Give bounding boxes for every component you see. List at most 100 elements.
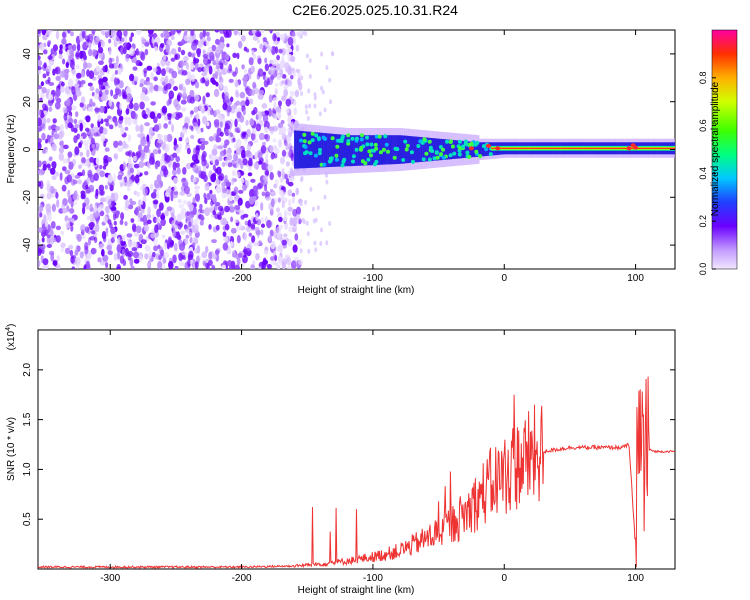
noise-speckle (248, 57, 254, 66)
noise-speckle (59, 141, 64, 148)
noise-speckle (182, 199, 188, 205)
noise-speckle (76, 72, 82, 79)
noise-speckle (256, 183, 262, 190)
noise-speckle (213, 88, 220, 98)
noise-speckle (203, 174, 208, 183)
noise-speckle (161, 105, 168, 114)
noise-speckle (115, 55, 119, 65)
noise-speckle (256, 39, 261, 44)
noise-speckle (172, 228, 177, 238)
noise-speckle (277, 170, 282, 178)
noise-speckle (127, 240, 134, 248)
noise-speckle (148, 156, 155, 165)
noise-speckle (207, 59, 212, 64)
signal-blob (354, 147, 359, 152)
noise-speckle (50, 221, 56, 229)
noise-speckle (181, 127, 188, 135)
noise-speckle (45, 30, 52, 36)
noise-speckle (250, 178, 256, 183)
noise-speckle (98, 184, 105, 192)
noise-speckle (277, 112, 282, 120)
noise-speckle (75, 64, 80, 69)
noise-speckle (200, 137, 206, 142)
signal-blob (445, 139, 449, 144)
noise-speckle (309, 186, 313, 192)
noise-speckle (215, 224, 220, 231)
noise-speckle (292, 244, 298, 253)
noise-speckle (109, 124, 114, 130)
x-tick-label: 0 (501, 573, 507, 584)
noise-speckle (208, 136, 214, 142)
noise-speckle (127, 157, 132, 165)
noise-speckle (162, 141, 167, 151)
signal-core (343, 134, 346, 167)
noise-speckle (87, 82, 93, 87)
noise-speckle (229, 132, 234, 138)
signal-blob (461, 144, 465, 149)
noise-speckle (262, 259, 269, 265)
noise-speckle (102, 127, 108, 135)
noise-speckle (86, 62, 92, 69)
noise-speckle (88, 48, 93, 57)
signal-core (363, 135, 366, 166)
noise-speckle (167, 51, 172, 56)
y-tick-label: -20 (22, 190, 33, 205)
noise-speckle (265, 149, 269, 156)
signal-blob (360, 133, 364, 138)
noise-speckle (281, 80, 285, 85)
noise-speckle (125, 151, 131, 157)
noise-speckle (184, 228, 190, 234)
noise-speckle (300, 75, 304, 81)
noise-speckle (289, 176, 295, 182)
noise-speckle (76, 233, 82, 242)
signal-blob (422, 137, 427, 142)
noise-speckle (153, 124, 160, 132)
noise-speckle (287, 36, 294, 46)
noise-speckle (168, 185, 172, 194)
noise-speckle (157, 85, 163, 92)
noise-speckle (87, 169, 93, 179)
noise-speckle (108, 63, 115, 69)
noise-speckle (276, 32, 281, 39)
noise-speckle (156, 160, 161, 168)
noise-speckle (222, 102, 228, 111)
noise-speckle (177, 112, 183, 119)
signal-core (313, 132, 316, 168)
signal-core (410, 136, 413, 163)
noise-speckle (54, 66, 61, 75)
noise-speckle (248, 157, 253, 163)
noise-speckle (107, 250, 113, 256)
noise-speckle (180, 230, 186, 236)
noise-speckle (144, 171, 149, 176)
noise-speckle (50, 48, 54, 56)
noise-speckle (130, 265, 135, 269)
noise-speckle (139, 101, 145, 110)
noise-speckle (150, 192, 157, 199)
noise-speckle (194, 193, 200, 202)
noise-speckle (233, 30, 239, 36)
noise-speckle (264, 168, 270, 177)
noise-speckle (214, 71, 219, 80)
noise-speckle (203, 192, 207, 199)
noise-speckle (38, 109, 41, 117)
snr-panel: -300 -200 -100 0 100 0.5 1.0 1.5 2.0 Height of … (5, 324, 676, 596)
noise-speckle (58, 146, 64, 154)
noise-speckle (222, 231, 227, 238)
noise-speckle (71, 57, 75, 66)
noise-speckle (185, 78, 191, 86)
noise-speckle (325, 179, 329, 185)
noise-speckle (59, 172, 63, 181)
signal-core (351, 135, 354, 167)
noise-speckle (305, 220, 309, 226)
noise-speckle (285, 161, 290, 167)
signal-core (426, 137, 429, 162)
signal-blob (330, 136, 335, 141)
noise-speckle (264, 153, 269, 160)
signal-core (439, 138, 443, 161)
noise-speckle (199, 32, 204, 40)
noise-speckle (260, 217, 265, 223)
noise-speckle (69, 249, 74, 257)
noise-speckle (132, 241, 137, 249)
noise-speckle (45, 138, 48, 144)
noise-speckle (93, 204, 98, 213)
